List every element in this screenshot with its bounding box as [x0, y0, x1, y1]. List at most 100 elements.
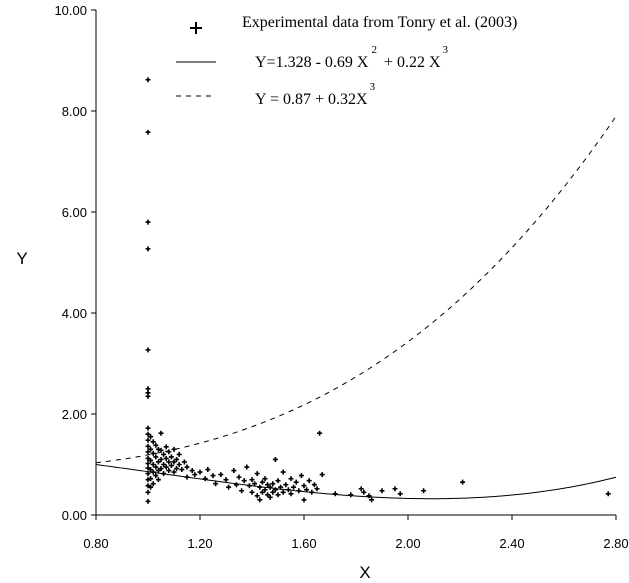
data-point — [145, 425, 151, 431]
data-point — [280, 489, 286, 495]
y-tick-label: 2.00 — [62, 407, 87, 422]
data-point — [275, 492, 281, 498]
data-point — [189, 468, 195, 474]
data-point — [153, 464, 159, 470]
data-point — [161, 451, 167, 457]
legend-item-dashed: Y = 0.87 + 0.32X3 — [176, 81, 376, 108]
dashed-fit-curve — [95, 116, 617, 464]
data-point — [366, 493, 372, 499]
legend: Experimental data from Tonry et al. (200… — [176, 14, 517, 108]
data-point — [379, 488, 385, 494]
data-point — [257, 497, 263, 503]
data-point — [150, 469, 156, 475]
data-point — [314, 486, 320, 492]
data-point — [460, 479, 466, 485]
data-point — [197, 469, 203, 475]
data-point — [145, 77, 151, 83]
y-tick-label: 10.00 — [54, 3, 87, 18]
data-point — [259, 479, 265, 485]
data-point — [361, 489, 367, 495]
legend-label-dashed: Y = 0.87 + 0.32X3 — [255, 81, 376, 108]
data-point — [233, 482, 239, 488]
data-point — [163, 464, 169, 470]
data-point — [192, 472, 198, 478]
legend-label-data: Experimental data from Tonry et al. (200… — [242, 14, 517, 31]
data-point — [145, 129, 151, 135]
data-point — [145, 393, 151, 399]
data-point — [304, 487, 310, 493]
data-point — [158, 447, 164, 453]
data-point — [155, 459, 161, 465]
data-point — [145, 347, 151, 353]
x-tick-label: 2.40 — [499, 536, 524, 551]
data-point — [171, 459, 177, 465]
data-point — [153, 473, 159, 479]
data-point — [236, 474, 242, 480]
data-point — [288, 491, 294, 497]
data-point — [145, 498, 151, 504]
data-point — [288, 476, 294, 482]
data-point — [223, 477, 229, 483]
data-point — [291, 484, 297, 490]
data-point — [155, 446, 161, 452]
data-point — [163, 444, 169, 450]
data-point — [153, 442, 159, 448]
data-point — [254, 471, 260, 477]
x-tick-label: 2.80 — [603, 536, 628, 551]
data-point — [309, 489, 315, 495]
data-point — [272, 487, 278, 493]
data-point — [155, 477, 161, 483]
data-point — [166, 468, 172, 474]
data-point — [148, 467, 154, 473]
data-point — [270, 481, 276, 487]
data-point — [150, 450, 156, 456]
plot-frame — [95, 10, 616, 516]
data-point — [267, 484, 273, 490]
data-point — [171, 469, 177, 475]
data-point — [161, 471, 167, 477]
data-point — [213, 481, 219, 487]
data-point — [145, 431, 151, 437]
data-point — [150, 439, 156, 445]
data-point — [306, 478, 312, 484]
data-point — [397, 491, 403, 497]
data-point — [148, 457, 154, 463]
legend-item-data: Experimental data from Tonry et al. (200… — [190, 14, 517, 34]
data-point — [145, 460, 151, 466]
data-point — [145, 471, 151, 477]
data-point — [254, 493, 260, 499]
y-tick-label: 8.00 — [62, 104, 87, 119]
legend-item-solid: Y=1.328 - 0.69 X2 + 0.22 X3 — [176, 44, 449, 71]
data-point — [257, 484, 263, 490]
data-point — [218, 472, 224, 478]
data-point — [205, 467, 211, 473]
data-point — [301, 497, 307, 503]
data-point — [252, 481, 258, 487]
x-tick-label: 2.00 — [395, 536, 420, 551]
data-point — [181, 459, 187, 465]
data-point — [184, 474, 190, 480]
data-point — [267, 494, 273, 500]
data-point — [145, 219, 151, 225]
y-axis-title: Y — [16, 249, 27, 268]
data-point — [174, 456, 180, 462]
data-point — [145, 477, 151, 483]
data-point — [148, 434, 154, 440]
data-point — [145, 455, 151, 461]
data-point — [246, 483, 252, 489]
legend-label-solid: Y=1.328 - 0.69 X2 + 0.22 X3 — [255, 44, 449, 71]
data-point — [148, 446, 154, 452]
data-point — [296, 488, 302, 494]
data-point — [259, 489, 265, 495]
data-point — [241, 478, 247, 484]
data-point — [184, 464, 190, 470]
data-point — [272, 456, 278, 462]
data-point — [166, 459, 172, 465]
x-tick-label: 1.60 — [291, 536, 316, 551]
data-point — [317, 430, 323, 436]
data-point — [298, 473, 304, 479]
data-point — [348, 492, 354, 498]
data-point — [145, 437, 151, 443]
data-point — [283, 482, 289, 488]
